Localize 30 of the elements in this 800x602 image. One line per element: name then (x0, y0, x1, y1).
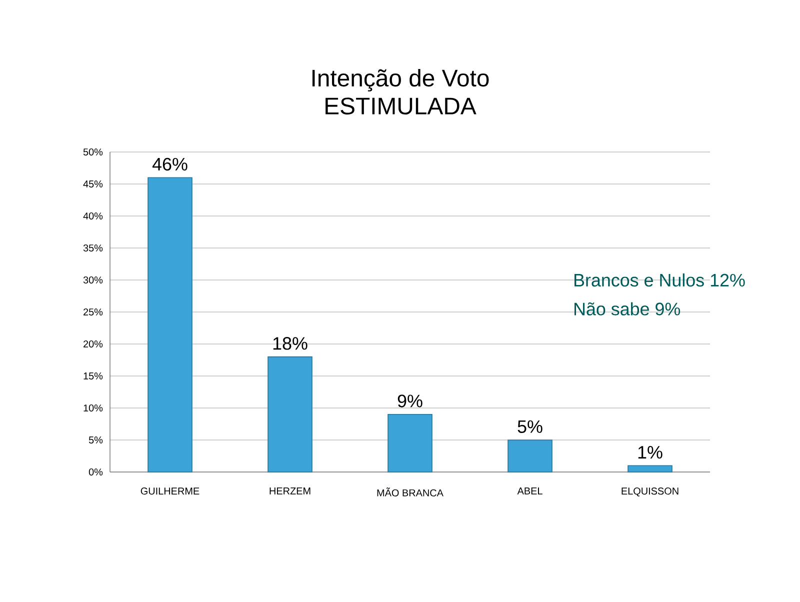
x-tick-label: GUILHERME (140, 488, 200, 495)
y-tick-label: 25% (84, 308, 103, 316)
y-tick-label: 5% (88, 436, 103, 444)
data-label: 18% (273, 337, 308, 350)
x-tick-label: MÃO BRANCA (377, 488, 444, 496)
chart-subtitle: ESTIMULADA (326, 98, 476, 114)
y-tick-label: 20% (84, 340, 103, 348)
y-tick-label: 50% (83, 148, 103, 156)
data-label: 1% (638, 446, 662, 459)
annotation: Brancos e Nulos 12% (574, 273, 745, 287)
bar (388, 414, 432, 472)
data-label: 9% (398, 394, 422, 408)
data-label: 46% (152, 158, 188, 171)
y-tick-label: 30% (83, 276, 103, 284)
x-tick-label: HERZEM (270, 488, 310, 494)
data-label: 5% (518, 420, 542, 433)
bar (508, 440, 552, 472)
y-tick-label: 35% (83, 244, 103, 252)
annotation: Não sabe 9% (574, 302, 680, 316)
bar (268, 356, 312, 472)
y-tick-label: 45% (83, 180, 103, 188)
y-tick-label: 10% (84, 404, 103, 412)
chart-title: Intenção de Voto (312, 69, 489, 92)
x-tick-label: ELQUISSON (622, 488, 678, 496)
y-tick-label: 15% (84, 372, 103, 380)
bar (628, 465, 672, 472)
x-tick-label: ABEL (517, 488, 542, 494)
y-tick-label: 40% (83, 212, 103, 220)
y-tick-label: 0% (88, 468, 103, 476)
bar (148, 177, 192, 472)
